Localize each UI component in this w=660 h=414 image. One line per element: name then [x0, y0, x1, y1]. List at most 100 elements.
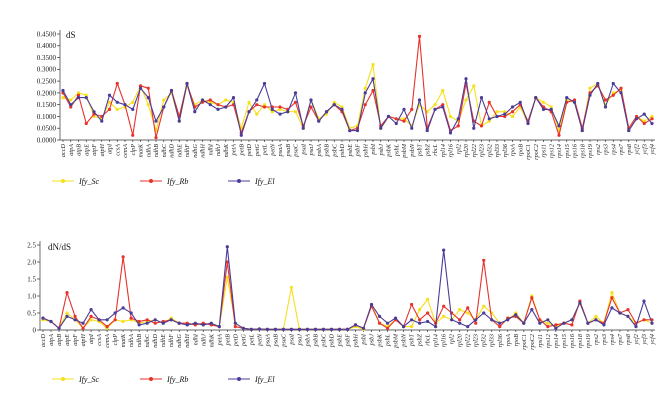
data-point — [472, 84, 476, 88]
series-line-1 — [62, 64, 653, 132]
data-point — [146, 96, 150, 100]
data-point — [65, 291, 69, 295]
data-point — [208, 100, 212, 104]
data-point — [530, 296, 534, 300]
data-point — [363, 86, 367, 90]
data-point — [456, 117, 460, 121]
x-tick-label: ndhA — [145, 144, 152, 157]
data-point — [474, 318, 478, 322]
x-tick-label: rpl16 — [441, 333, 448, 347]
data-point — [162, 105, 166, 109]
data-point — [487, 119, 491, 123]
data-point — [348, 128, 352, 133]
data-point — [474, 321, 478, 325]
x-tick-label: rps11 — [537, 334, 544, 348]
data-point — [61, 88, 65, 93]
data-point — [482, 304, 486, 308]
data-point — [332, 100, 336, 104]
data-point — [200, 98, 205, 102]
data-point — [281, 327, 285, 331]
data-point — [131, 107, 135, 111]
data-point — [479, 124, 484, 128]
x-tick-label: petD — [232, 333, 239, 347]
data-point — [442, 304, 446, 308]
x-tick-label: atpI — [88, 333, 95, 344]
data-point — [466, 306, 470, 310]
data-point — [482, 311, 486, 315]
data-point — [610, 291, 614, 295]
data-point — [642, 119, 646, 123]
x-tick-label: rbcL — [432, 143, 439, 155]
x-tick-label: ycf4 — [649, 144, 656, 155]
x-tick-label: psbE — [336, 334, 343, 348]
data-point — [41, 316, 45, 320]
data-point — [487, 100, 491, 104]
x-tick-label: rpl20 — [463, 143, 470, 157]
data-point — [153, 321, 157, 325]
x-tick-label: ycf4 — [649, 334, 656, 345]
data-point — [89, 318, 93, 322]
data-point — [185, 81, 189, 86]
x-tick-label: petA — [231, 144, 238, 157]
data-point — [594, 314, 598, 318]
x-tick-label: rpl14 — [440, 144, 447, 157]
data-point — [510, 114, 515, 119]
data-point — [161, 321, 165, 325]
x-tick-label: ndhF — [168, 334, 175, 347]
data-point — [594, 318, 598, 322]
data-point — [619, 91, 623, 95]
legend-label: Ify_El — [254, 375, 275, 384]
data-point — [626, 308, 630, 312]
data-point — [216, 107, 220, 111]
data-point — [289, 327, 294, 331]
x-tick-label: psbB — [312, 334, 319, 348]
x-tick-label: ndhE — [160, 334, 167, 347]
x-tick-label: petN — [269, 143, 276, 157]
data-point — [340, 105, 344, 109]
data-point — [642, 318, 646, 322]
data-point — [137, 319, 141, 324]
data-point — [565, 96, 569, 100]
x-tick-label: psbL — [385, 333, 392, 347]
data-point — [570, 318, 574, 322]
data-point — [394, 121, 398, 126]
data-point — [498, 321, 502, 325]
data-point — [49, 319, 53, 324]
x-tick-label: ndhB — [153, 144, 160, 157]
data-point — [458, 321, 462, 325]
y-tick-label: 0.4000 — [37, 42, 57, 50]
x-tick-label: psaC — [280, 333, 287, 348]
data-point — [456, 124, 460, 128]
x-tick-label: rps12 — [545, 334, 552, 348]
data-point — [208, 103, 212, 107]
x-tick-label: atpI — [107, 143, 114, 154]
x-tick-label: psbL — [393, 143, 400, 157]
data-point — [371, 88, 375, 93]
data-point — [345, 327, 350, 331]
x-tick-label: ycf2 — [634, 144, 641, 155]
x-tick-label: rps15 — [564, 144, 571, 158]
data-point — [162, 98, 166, 102]
data-point — [121, 306, 125, 310]
x-tick-label: psbJ — [369, 334, 376, 347]
data-point — [255, 103, 259, 107]
data-point — [642, 112, 646, 116]
data-point — [562, 321, 566, 325]
x-tick-label: rps12 — [548, 144, 555, 158]
data-point — [369, 302, 374, 307]
x-tick-label: psbF — [355, 144, 362, 158]
data-point — [309, 105, 313, 109]
x-tick-label: psbZ — [417, 333, 424, 347]
x-tick-label: psbJ — [378, 144, 385, 157]
data-point — [81, 321, 85, 325]
data-point — [603, 105, 608, 109]
x-tick-label: atpF — [91, 144, 98, 156]
data-point — [131, 100, 135, 104]
data-point — [426, 297, 430, 301]
x-tick-label: ndhG — [192, 143, 199, 157]
x-tick-label: rpl23 — [473, 334, 480, 347]
y-tick-label: 0.2500 — [37, 78, 57, 86]
data-point — [262, 105, 267, 109]
x-tick-label: rpoB — [513, 334, 520, 347]
